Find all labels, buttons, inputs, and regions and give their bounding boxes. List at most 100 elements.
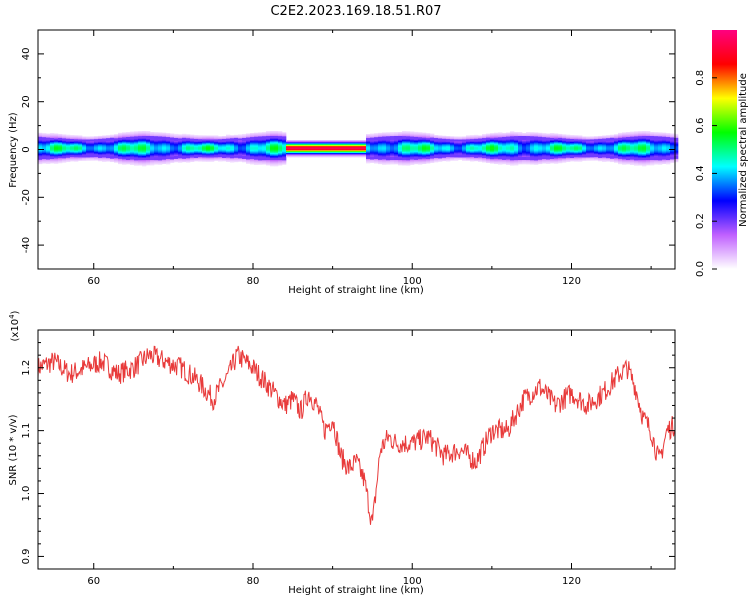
spectrogram-cell — [658, 161, 663, 163]
spectrogram-cell — [62, 143, 67, 145]
spectrogram-cell — [302, 147, 307, 149]
spectrogram-cell — [474, 151, 479, 154]
spectrogram-cell — [238, 151, 243, 153]
spectrogram-cell — [366, 156, 371, 158]
spectrogram-cell — [106, 156, 111, 158]
spectrogram-cell — [490, 152, 495, 154]
spectrogram-cell — [118, 157, 123, 160]
spectrogram-cell — [498, 145, 503, 147]
spectrogram-cell — [214, 141, 219, 143]
spectrogram-cell — [426, 142, 431, 144]
spectrogram-cell — [54, 155, 59, 157]
spectrogram-cell — [474, 148, 479, 151]
spectrogram-cell — [618, 149, 623, 152]
spectrogram-cell — [126, 131, 131, 134]
spectrogram-cell — [426, 157, 431, 159]
spectrogram-cell — [374, 151, 379, 153]
spectrogram-cell — [670, 155, 675, 157]
spectrogram-cell — [630, 151, 635, 153]
spectrogram-cell — [566, 154, 571, 157]
spectrogram-cell — [150, 160, 155, 162]
spectrogram-cell — [406, 154, 411, 156]
spectrogram-cell — [226, 148, 231, 150]
spectrogram-cell — [622, 142, 627, 144]
spectrogram-cell — [466, 142, 471, 144]
spectrogram-cell — [646, 148, 651, 151]
spectrogram-cell — [118, 132, 123, 135]
spectrogram-cell — [414, 151, 419, 154]
spectrogram-cell — [322, 151, 327, 153]
spectrogram-cell — [82, 159, 87, 161]
spectrogram-cell — [238, 136, 243, 138]
spectrogram-cell — [594, 139, 599, 141]
spectrogram-cell — [542, 150, 547, 152]
spectrogram-cell — [146, 163, 151, 166]
spectrogram-cell — [238, 159, 243, 161]
spectrogram-cell — [258, 141, 263, 143]
spectrogram-cell — [642, 134, 647, 136]
spectrogram-cell — [82, 152, 87, 154]
spectrogram-cell — [370, 146, 375, 148]
spectrogram-cell — [234, 138, 239, 141]
spectrogram-cell — [294, 153, 299, 155]
spectrogram-cell — [626, 146, 631, 148]
spectrogram-cell — [470, 158, 475, 160]
spectrogram-cell — [70, 146, 75, 148]
spectrogram-cell — [522, 145, 527, 148]
spectrogram-cell — [378, 161, 383, 164]
spectrogram-cell — [298, 149, 303, 151]
spectrogram-cell — [238, 139, 243, 141]
spectrogram-cell — [458, 156, 463, 158]
spectrogram-cell — [582, 153, 587, 155]
spectrogram-cell — [662, 139, 667, 141]
spectrogram-cell — [626, 152, 631, 154]
spectrogram-cell — [458, 144, 463, 146]
spectrogram-cell — [342, 143, 347, 145]
spectrogram-cell — [610, 143, 615, 146]
spectrogram-cell — [454, 157, 459, 159]
spectrogram-cell — [658, 140, 663, 142]
spectrogram-cell — [506, 142, 511, 144]
spectrogram-cell — [502, 144, 507, 147]
spectrogram-cell — [410, 137, 415, 139]
spectrogram-cell — [578, 148, 583, 150]
spectrogram-cell — [258, 150, 263, 152]
spectrogram-cell — [166, 151, 171, 153]
spectrogram-cell — [602, 147, 607, 149]
spectrogram-cell — [506, 138, 511, 140]
spectrogram-cell — [550, 135, 555, 137]
spectrogram-cell — [626, 145, 631, 147]
spectrogram-cell — [534, 147, 539, 149]
spectrogram-cell — [514, 141, 519, 143]
spectrogram-cell — [350, 146, 355, 148]
spectrogram-cell — [654, 142, 659, 144]
spectrogram-cell — [458, 154, 463, 156]
spectrogram-cell — [662, 151, 667, 153]
spectrogram-cell — [182, 140, 187, 143]
spectrogram-cell — [606, 151, 611, 153]
spectrogram-cell — [498, 152, 503, 154]
spectrogram-cell — [390, 138, 395, 140]
spectrogram-cell — [126, 135, 131, 138]
spectrogram-cell — [282, 145, 287, 147]
spectrogram-cell — [250, 138, 255, 140]
spectrogram-cell — [642, 135, 647, 137]
spectrogram-cell — [102, 141, 107, 143]
spectrogram-cell — [494, 135, 499, 138]
spectrogram-cell — [118, 162, 123, 165]
spectrogram-cell — [338, 155, 343, 157]
spectrogram-cell — [606, 154, 611, 156]
spectrogram-cell — [518, 146, 523, 148]
spectrogram-cell — [158, 156, 163, 158]
spectrogram-y-tick-label: 0 — [21, 146, 32, 152]
spectrogram-cell — [278, 139, 283, 141]
spectrogram-cell — [550, 150, 555, 152]
spectrogram-cell — [494, 144, 499, 147]
spectrogram-cell — [242, 151, 247, 154]
spectrogram-cell — [210, 152, 215, 154]
spectrogram-cell — [526, 132, 531, 134]
spectrogram-cell — [294, 152, 299, 154]
spectrogram-cell — [234, 159, 239, 162]
spectrogram-cell — [274, 151, 279, 153]
